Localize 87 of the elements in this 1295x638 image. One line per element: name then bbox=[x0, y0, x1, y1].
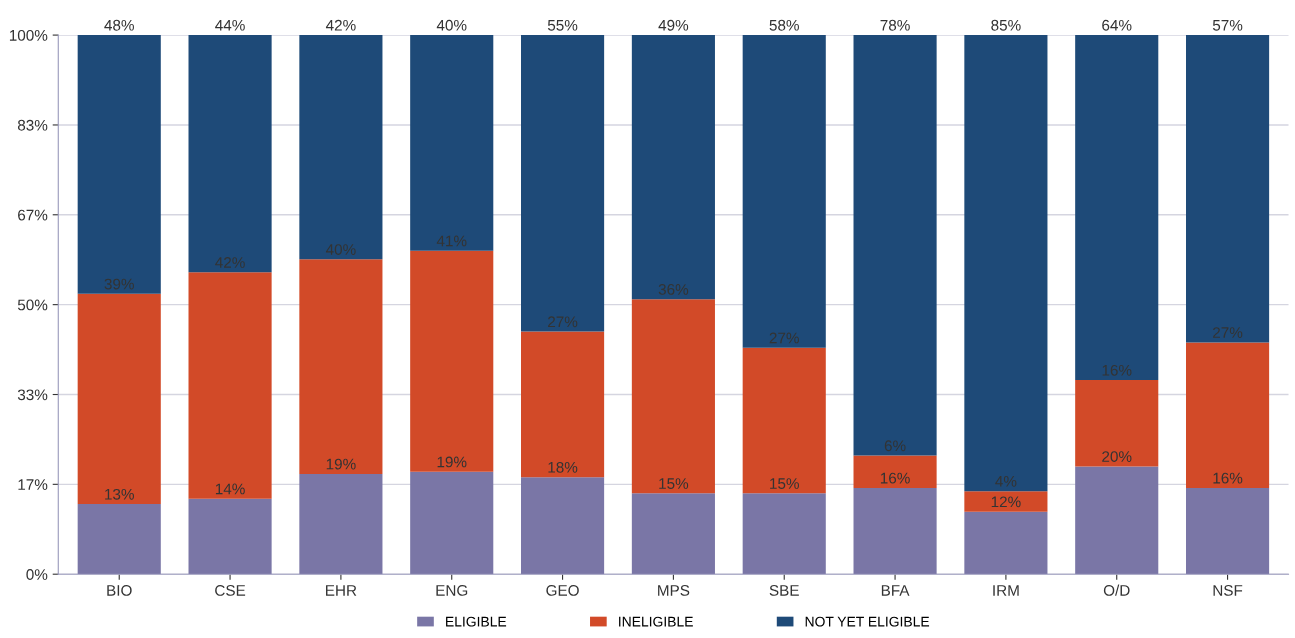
data-label: 78% bbox=[880, 19, 910, 31]
data-label: 40% bbox=[436, 19, 467, 31]
data-label: 20% bbox=[1102, 451, 1132, 462]
bar bbox=[188, 498, 272, 575]
x-tick-label: BFA bbox=[881, 585, 910, 596]
data-label: 15% bbox=[659, 478, 689, 489]
data-label: 42% bbox=[325, 19, 356, 31]
y-tick-label: 50% bbox=[17, 299, 48, 311]
bar bbox=[299, 259, 383, 474]
bar bbox=[964, 491, 1048, 512]
data-label: 57% bbox=[1212, 19, 1243, 31]
legend-label: ELIGIBLE bbox=[446, 616, 507, 627]
data-label: 40% bbox=[325, 244, 356, 255]
data-label: 12% bbox=[991, 496, 1021, 508]
bar bbox=[77, 35, 161, 294]
bar bbox=[1186, 342, 1270, 488]
data-label: 27% bbox=[1213, 327, 1243, 338]
data-label: 4% bbox=[995, 476, 1017, 487]
bar bbox=[853, 35, 937, 456]
bar bbox=[521, 35, 605, 332]
data-label: 41% bbox=[436, 235, 467, 247]
y-tick-label: 17% bbox=[18, 479, 48, 490]
data-label: 13% bbox=[105, 488, 134, 500]
data-label: 14% bbox=[215, 483, 245, 495]
bar bbox=[631, 35, 715, 300]
data-label: 16% bbox=[880, 472, 910, 484]
bar bbox=[521, 477, 605, 575]
bar bbox=[853, 455, 937, 488]
data-label: 19% bbox=[437, 456, 467, 468]
x-tick-label: MPS bbox=[658, 585, 690, 596]
x-tick-label: IRM bbox=[993, 585, 1019, 596]
x-tick-label: GEO bbox=[546, 585, 579, 596]
bar bbox=[77, 504, 161, 575]
data-label: 44% bbox=[215, 19, 245, 31]
bar bbox=[964, 35, 1048, 492]
bar bbox=[631, 299, 715, 494]
data-label: 48% bbox=[104, 19, 134, 31]
bar bbox=[1075, 380, 1159, 467]
y-tick-label: 33% bbox=[17, 389, 48, 401]
legend-label: INELIGIBLE bbox=[619, 616, 693, 627]
x-tick-label: BIO bbox=[107, 585, 132, 596]
bar bbox=[521, 331, 605, 478]
data-label: 27% bbox=[548, 316, 578, 328]
bar bbox=[188, 35, 272, 273]
data-label: 15% bbox=[770, 478, 799, 489]
data-label: 42% bbox=[215, 257, 245, 268]
bar bbox=[853, 487, 937, 575]
x-tick-label: O/D bbox=[1103, 584, 1130, 596]
x-tick-label: ENG bbox=[436, 585, 468, 596]
data-label: 18% bbox=[548, 461, 578, 473]
bar bbox=[1075, 466, 1159, 575]
data-label: 27% bbox=[769, 332, 799, 344]
data-label: 64% bbox=[1102, 19, 1132, 31]
bar bbox=[299, 473, 383, 575]
x-tick-label: CSE bbox=[215, 585, 246, 596]
bar bbox=[410, 35, 494, 251]
x-tick-label: SBE bbox=[769, 585, 799, 596]
bar bbox=[1186, 35, 1270, 343]
bar bbox=[410, 250, 494, 472]
x-tick-label: EHR bbox=[326, 585, 357, 596]
bar bbox=[410, 471, 494, 575]
data-label: 58% bbox=[769, 19, 799, 31]
data-label: 19% bbox=[326, 458, 356, 470]
x-tick-label: NSF bbox=[1213, 585, 1243, 596]
bar bbox=[742, 493, 826, 575]
y-tick-label: 83% bbox=[17, 119, 48, 131]
y-tick-label: 0% bbox=[26, 569, 48, 580]
bar bbox=[299, 35, 383, 260]
bar bbox=[742, 347, 826, 494]
bar bbox=[1186, 487, 1270, 575]
bar bbox=[1075, 35, 1159, 381]
bar bbox=[964, 511, 1048, 575]
data-label: 85% bbox=[991, 19, 1021, 31]
legend-label: NOT YET ELIGIBLE bbox=[805, 616, 930, 627]
data-label: 16% bbox=[1102, 364, 1132, 376]
data-label: 49% bbox=[658, 19, 689, 31]
data-label: 6% bbox=[884, 440, 906, 452]
data-label: 55% bbox=[547, 19, 578, 31]
data-label: 36% bbox=[658, 284, 689, 295]
data-label: 16% bbox=[1213, 472, 1243, 484]
y-tick-label: 67% bbox=[18, 209, 48, 221]
bar bbox=[77, 293, 161, 505]
y-tick-label: 100% bbox=[9, 29, 48, 41]
bar bbox=[742, 35, 826, 348]
data-label: 39% bbox=[104, 278, 134, 290]
bar bbox=[631, 493, 715, 575]
bar bbox=[188, 272, 272, 499]
